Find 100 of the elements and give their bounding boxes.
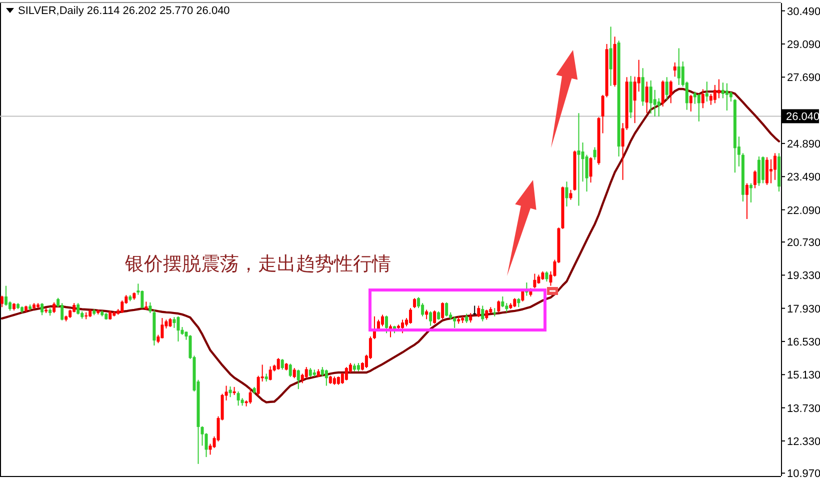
candlestick	[765, 156, 768, 186]
candlestick	[0, 295, 4, 308]
candlestick	[773, 152, 776, 180]
candlestick	[497, 300, 500, 313]
candlestick	[296, 369, 300, 390]
candlestick	[581, 142, 584, 182]
candlestick	[601, 94, 604, 134]
candlestick	[533, 273, 536, 289]
candlestick	[665, 76, 668, 100]
candlestick	[649, 80, 652, 114]
candlestick	[505, 302, 508, 313]
candlestick	[697, 93, 700, 122]
y-tick-label: 24.890	[787, 138, 820, 150]
candlestick	[761, 156, 764, 184]
candlestick	[465, 313, 468, 324]
candlestick	[384, 315, 388, 334]
candlestick	[749, 182, 752, 203]
candlestick	[501, 296, 504, 308]
candlestick	[320, 366, 324, 378]
candlestick	[485, 309, 488, 320]
candlestick	[545, 270, 548, 282]
y-tick-label: 20.730	[787, 236, 820, 249]
candlestick	[172, 316, 176, 328]
candlestick	[661, 80, 664, 108]
y-tick-label: 17.930	[787, 303, 820, 316]
y-tick-label: 22.090	[787, 204, 820, 217]
candlestick	[701, 88, 704, 109]
candlestick	[473, 305, 476, 316]
chart-title: SILVER,Daily 26.114 26.202 25.770 26.040	[18, 5, 230, 17]
annotation: 银价摆脱震荡，走出趋势性行情	[124, 254, 391, 275]
candlestick	[725, 82, 728, 112]
candlestick	[429, 310, 432, 326]
candlestick	[633, 76, 636, 124]
y-tick-label: 29.090	[787, 38, 820, 51]
candlestick	[76, 302, 80, 315]
candlestick	[292, 367, 296, 379]
candlestick	[441, 302, 444, 320]
candlestick	[40, 302, 44, 316]
y-tick-label: 16.530	[787, 336, 820, 348]
candlestick	[565, 181, 568, 207]
candlestick	[200, 426, 204, 446]
candlestick	[108, 310, 112, 320]
candlestick	[577, 112, 580, 206]
candlestick	[52, 302, 56, 314]
candlestick	[409, 308, 412, 324]
candlestick	[517, 298, 520, 308]
candlestick	[721, 82, 724, 99]
candlestick	[340, 372, 344, 384]
candlestick	[445, 302, 448, 317]
candlestick	[713, 84, 716, 104]
candlestick	[693, 91, 696, 104]
candlestick	[380, 314, 384, 327]
candlestick	[324, 369, 328, 386]
candlestick	[569, 189, 572, 200]
candlestick	[769, 158, 772, 184]
candlestick	[753, 170, 756, 189]
candlestick	[304, 366, 308, 379]
y-tick-label: 12.330	[787, 436, 820, 448]
y-tick-label: 10.970	[787, 468, 820, 480]
candlestick	[677, 48, 680, 86]
candlestick	[148, 302, 152, 314]
candlestick	[248, 388, 252, 404]
candlestick	[469, 312, 472, 324]
candlestick	[757, 156, 760, 186]
candlestick	[709, 93, 712, 106]
candlestick	[645, 81, 648, 114]
candlestick	[669, 80, 672, 104]
candlestick	[593, 146, 596, 160]
candlestick	[288, 363, 292, 378]
candlestick	[236, 390, 240, 406]
candlestick	[477, 305, 480, 318]
candlestick	[228, 386, 232, 398]
y-tick-label: 27.690	[787, 72, 820, 84]
candlestick	[673, 62, 676, 78]
candlestick	[745, 182, 748, 220]
ref-line-label: 26.040	[786, 111, 820, 124]
candlestick	[300, 373, 304, 384]
candlestick	[268, 366, 272, 381]
candlestick	[689, 94, 692, 112]
candlestick	[120, 300, 124, 314]
candlestick	[256, 375, 260, 396]
candlestick	[621, 122, 624, 180]
candlestick	[140, 290, 144, 309]
candlestick	[280, 358, 284, 370]
candlestick	[589, 156, 592, 184]
candlestick	[537, 274, 540, 284]
candlestick	[160, 318, 164, 339]
y-tick-label: 30.490	[787, 6, 820, 18]
candlestick	[4, 285, 8, 306]
candlestick	[176, 316, 180, 342]
candlestick	[72, 302, 76, 313]
candlestick	[308, 367, 312, 378]
candlestick	[585, 154, 588, 192]
candlestick	[8, 300, 12, 312]
candlestick	[453, 316, 456, 328]
candlestick	[729, 91, 732, 102]
candlestick	[717, 78, 720, 99]
candlestick	[276, 358, 280, 370]
candlestick	[425, 309, 428, 320]
candlestick	[653, 89, 656, 117]
